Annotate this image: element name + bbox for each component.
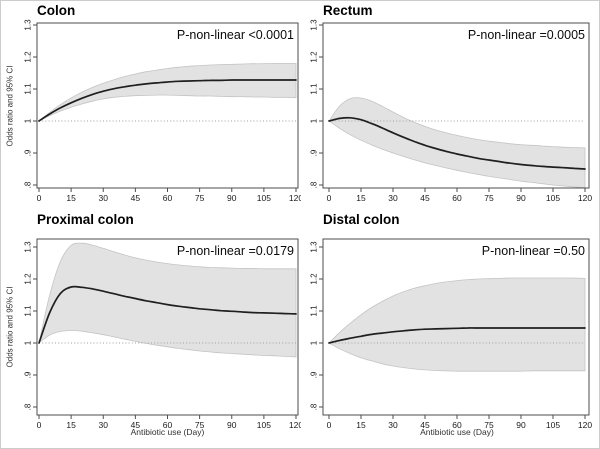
y-tick-label: 1.1 (24, 305, 33, 317)
plot-layers (38, 242, 297, 358)
x-tick-label: 60 (452, 193, 462, 203)
x-tick-label: 15 (66, 193, 76, 203)
y-tick-label: 1 (310, 118, 319, 123)
ci-band (38, 242, 297, 358)
x-tick-label: 105 (546, 420, 560, 430)
plot-layers (328, 277, 586, 372)
y-tick-label: .8 (24, 403, 33, 410)
y-tick-label: 1.3 (24, 241, 33, 253)
p-nonlinear-annotation-rectum: P-non-linear =0.0005 (467, 28, 585, 42)
panel-title-proximal-colon: Proximal colon (37, 212, 134, 227)
y-tick-label: .8 (24, 181, 33, 188)
x-tick-label: 105 (257, 193, 271, 203)
plot-box (322, 238, 590, 416)
or-curve (328, 327, 586, 344)
ci-band (328, 277, 586, 372)
chart-svg-distal-colon: 0 15 30 45 60 75 90 105 120 .8 .9 1 1.1 1.2 1.3 (310, 238, 592, 430)
x-tick-label: 120 (289, 193, 301, 203)
x-tick-label: 90 (227, 420, 237, 430)
panel-rectum: 0 15 30 45 60 75 90 105 120 .8 .9 1 1.1 1.2 1.3 Rectum… (301, 1, 599, 211)
y-tick-label: 1.3 (24, 19, 33, 31)
x-tick-label: 30 (99, 420, 109, 430)
x-tick-label: 0 (327, 193, 332, 203)
x-tick-label: 45 (131, 193, 141, 203)
x-tick-label: 0 (327, 420, 332, 430)
x-tick-label: 30 (99, 193, 109, 203)
p-nonlinear-annotation-colon: P-non-linear <0.0001 (176, 28, 294, 42)
y-tick-label: 1.1 (24, 83, 33, 95)
x-tick-label: 45 (420, 420, 430, 430)
x-tick-label: 105 (546, 193, 560, 203)
panel-title-distal-colon: Distal colon (323, 212, 400, 227)
x-tick-label: 90 (516, 193, 526, 203)
p-nonlinear-annotation-distal-colon: P-non-linear =0.50 (481, 244, 585, 258)
y-tick-label: 1 (24, 118, 33, 123)
y-tick-label: 1.1 (310, 305, 319, 317)
plot-box (322, 22, 590, 189)
ci-band (38, 62, 297, 122)
ci-band (328, 97, 586, 188)
y-tick-label: .8 (310, 181, 319, 188)
chart-svg-colon: 0 15 30 45 60 75 90 105 120 .8 .9 1 1.1 1.2 1.3 (24, 19, 302, 203)
y-tick-label: 1 (24, 340, 33, 345)
x-tick-label: 75 (484, 193, 494, 203)
y-tick-label: .9 (310, 149, 319, 156)
or-curve (38, 79, 297, 122)
x-tick-label: 45 (420, 193, 430, 203)
chart-svg-rectum: 0 15 30 45 60 75 90 105 120 .8 .9 1 1.1 1.2 1.3 (310, 19, 593, 203)
x-tick-label: 120 (289, 420, 301, 430)
x-tick-label: 30 (388, 420, 398, 430)
y-tick-label: .9 (24, 149, 33, 156)
y-tick-label: .9 (310, 371, 319, 378)
x-axis-title-distal-colon: Antibiotic use (Day) (420, 427, 494, 437)
panel-title-rectum: Rectum (323, 3, 373, 18)
x-tick-label: 75 (195, 420, 205, 430)
panel-distal-colon: 0 15 30 45 60 75 90 105 120 .8 .9 1 1.1 1.2 1.3 Distal… (301, 211, 599, 448)
x-tick-label: 0 (37, 193, 42, 203)
x-tick-label: 0 (37, 420, 42, 430)
x-tick-label: 120 (578, 193, 592, 203)
y-tick-label: 1.2 (24, 273, 33, 285)
or-curve (328, 116, 586, 170)
x-axis-title-proximal-colon: Antibiotic use (Day) (130, 427, 205, 437)
y-tick-label: 1 (310, 340, 319, 345)
y-tick-label: 1.2 (310, 273, 319, 285)
y-tick-label: .9 (24, 371, 33, 378)
x-tick-label: 30 (388, 193, 398, 203)
y-axis-title-colon: Odds ratio and 95% CI (5, 65, 15, 146)
y-tick-label: 1.2 (24, 51, 33, 63)
x-tick-label: 90 (227, 193, 237, 203)
x-tick-label: 15 (66, 420, 76, 430)
x-tick-label: 90 (516, 420, 526, 430)
panel-proximal-colon: 0 15 30 45 60 75 90 105 120 .8 .9 1 1.1 1.2 1.3 Proxim… (1, 211, 302, 448)
p-nonlinear-annotation-proximal-colon: P-non-linear =0.0179 (176, 244, 294, 258)
x-tick-label: 75 (484, 420, 494, 430)
x-tick-label: 60 (163, 193, 173, 203)
x-tick-label: 15 (356, 420, 366, 430)
x-tick-label: 105 (257, 420, 271, 430)
x-tick-label: 60 (163, 420, 173, 430)
x-tick-label: 15 (356, 193, 366, 203)
y-tick-label: .8 (310, 403, 319, 410)
panel-title-colon: Colon (37, 3, 76, 18)
x-tick-label: 45 (131, 420, 141, 430)
y-tick-label: 1.2 (310, 51, 319, 63)
chart-svg-proximal-colon: 0 15 30 45 60 75 90 105 120 .8 .9 1 1.1 1.2 1.3 (24, 238, 301, 430)
y-tick-label: 1.1 (310, 83, 319, 95)
y-tick-label: 1.3 (310, 241, 319, 253)
plot-layers (38, 62, 297, 122)
y-axis-title-proximal-colon: Odds ratio and 95% CI (5, 286, 15, 368)
x-tick-label: 120 (578, 420, 592, 430)
y-tick-label: 1.3 (310, 19, 319, 31)
plot-layers (328, 97, 586, 188)
x-tick-label: 60 (452, 420, 462, 430)
or-curve (38, 285, 297, 344)
x-tick-label: 75 (195, 193, 205, 203)
